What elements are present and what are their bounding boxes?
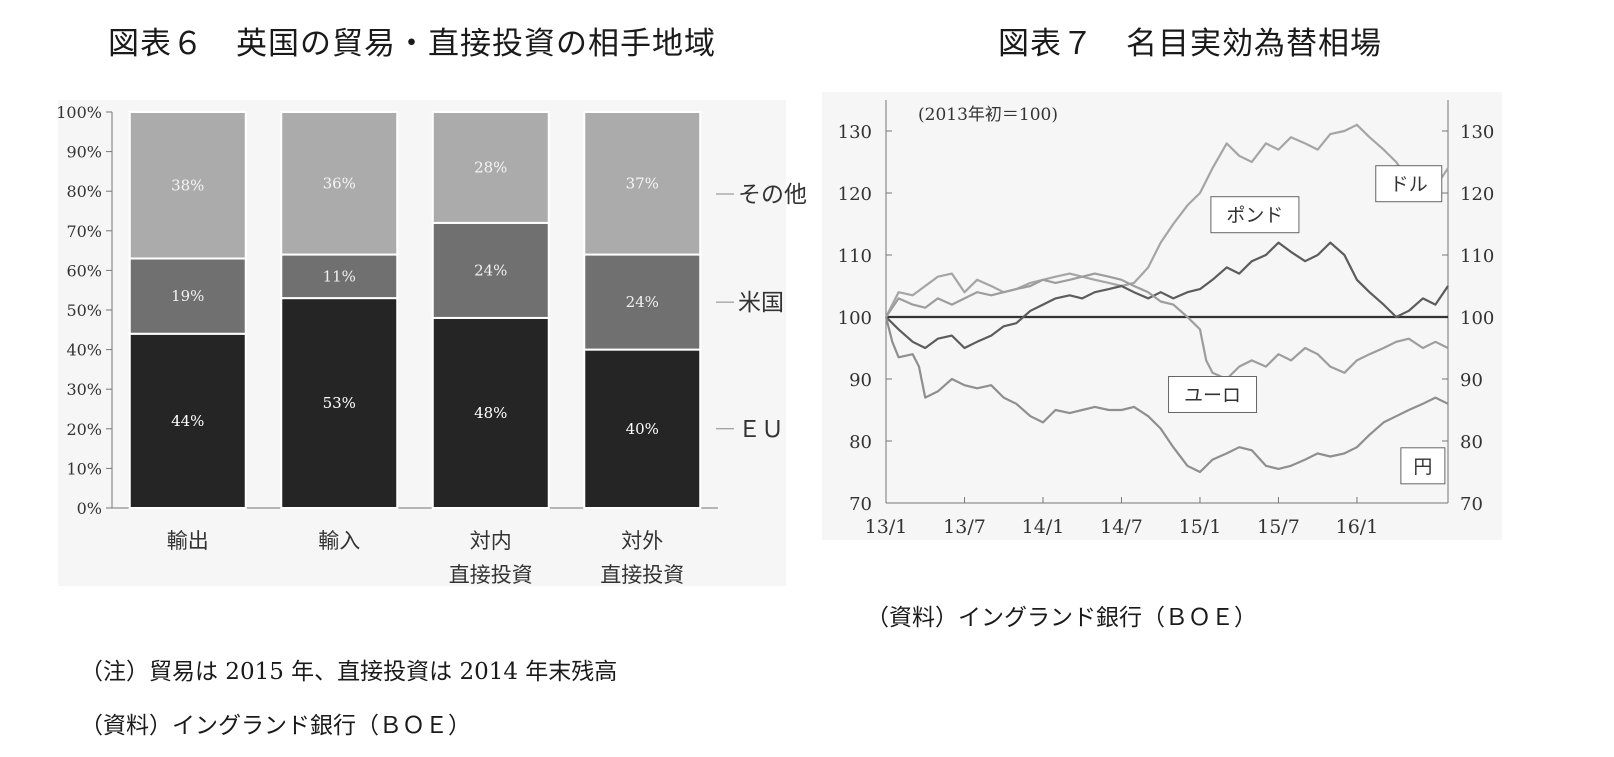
bar-segment	[431, 316, 550, 510]
y-tick-label-right: 90	[1460, 370, 1483, 391]
category-label: 対外	[621, 529, 663, 553]
legend-label: ＥＵ	[738, 417, 784, 443]
category-label: 直接投資	[449, 563, 533, 587]
data-label: 44%	[171, 412, 204, 430]
y-tick-label-left: 110	[838, 246, 872, 267]
y-tick-label-right: 110	[1460, 246, 1494, 267]
bar-segment	[583, 111, 702, 256]
figure6-source: （資料）イングランド銀行（ＢＯＥ）	[80, 713, 471, 739]
data-label: 36%	[323, 174, 356, 192]
bar-segment	[280, 111, 399, 256]
series-label: 円	[1413, 456, 1432, 478]
y-tick-label-right: 130	[1460, 122, 1494, 143]
data-label: 38%	[171, 176, 204, 194]
y-tick-label: 100%	[56, 103, 102, 122]
y-tick-label-left: 120	[838, 184, 872, 205]
bar-segment	[431, 111, 550, 224]
x-tick-label: 13/7	[943, 516, 986, 538]
data-label: 53%	[323, 394, 356, 412]
series-label-box	[1168, 376, 1258, 413]
y-tick-label: 40%	[66, 341, 102, 360]
series-label: ドル	[1390, 174, 1428, 196]
data-label: 40%	[626, 420, 659, 438]
x-tick-label: 16/1	[1336, 516, 1379, 538]
bar-segment	[583, 348, 702, 509]
y-tick-label-right: 100	[1460, 308, 1494, 329]
series-label-box	[1400, 447, 1446, 485]
x-tick-label: 14/7	[1100, 516, 1143, 538]
data-label: 24%	[474, 261, 507, 279]
series-line	[884, 316, 1449, 474]
stacked-bar-chart: 0% 10% 20% 30% 40% 50% 60% 70% 80% 90% 100% 44% 19% 3…	[56, 100, 807, 587]
category-label: 直接投資	[600, 563, 684, 587]
x-tick-label: 15/7	[1257, 516, 1300, 538]
figure6-note: （注）貿易は 2015 年、直接投資は 2014 年末残高	[80, 659, 618, 685]
bar-segment	[431, 221, 550, 319]
series-label: ポンド	[1226, 205, 1283, 227]
series-label-box	[1210, 196, 1300, 234]
figure7-source: （資料）イングランド銀行（ＢＯＥ）	[866, 605, 1257, 631]
legend-label: その他	[738, 182, 807, 208]
series-line	[885, 241, 1449, 350]
category-label: 対内	[470, 529, 512, 553]
figure7-title: 図表７ 名目実効為替相場	[998, 26, 1382, 62]
x-tick-label: 13/1	[865, 516, 908, 538]
y-tick-label-left: 70	[849, 494, 872, 515]
y-tick-label: 70%	[66, 222, 102, 241]
y-tick-label: 30%	[66, 380, 102, 399]
y-tick-label-left: 100	[838, 308, 872, 329]
figure6-title: 図表６ 英国の貿易・直接投資の相手地域	[108, 26, 716, 62]
series-label-box	[1375, 165, 1443, 203]
y-tick-label-left: 90	[849, 370, 872, 391]
legend-label: 米国	[738, 290, 784, 316]
bar-segment	[583, 253, 702, 351]
exchange-rate-line-chart: 70 70 80 80 90 90 100 100 110 110 120 120 130 130 13/1…	[837, 100, 1495, 538]
category-label: 輸入	[318, 529, 360, 553]
bar-segment	[128, 332, 247, 510]
y-tick-label-right: 70	[1460, 494, 1483, 515]
y-tick-label: 80%	[66, 182, 102, 201]
y-tick-label-left: 80	[849, 432, 872, 453]
series-label: ユーロ	[1184, 385, 1241, 407]
chart-annotation: (2013年初＝100)	[918, 105, 1058, 125]
y-tick-label: 90%	[66, 143, 102, 162]
data-label: 19%	[171, 287, 204, 305]
data-label: 11%	[323, 267, 356, 285]
y-tick-label-left: 130	[838, 122, 872, 143]
bar-segment	[280, 297, 399, 509]
series-line	[885, 272, 1449, 381]
y-tick-label-right: 120	[1460, 184, 1494, 205]
data-label: 24%	[626, 293, 659, 311]
y-tick-label-right: 80	[1460, 432, 1483, 453]
data-label: 48%	[474, 404, 507, 422]
bar-segment	[128, 257, 247, 335]
series-line	[885, 123, 1449, 318]
category-label: 輸出	[167, 529, 209, 553]
y-tick-label: 20%	[66, 420, 102, 439]
y-tick-label: 10%	[66, 459, 102, 478]
x-tick-label: 14/1	[1022, 516, 1065, 538]
data-label: 37%	[626, 174, 659, 192]
y-tick-label: 50%	[66, 301, 102, 320]
bar-segment	[128, 111, 247, 260]
y-tick-label: 0%	[77, 499, 102, 518]
data-label: 28%	[474, 158, 507, 176]
x-tick-label: 15/1	[1179, 516, 1222, 538]
y-tick-label: 60%	[66, 261, 102, 280]
